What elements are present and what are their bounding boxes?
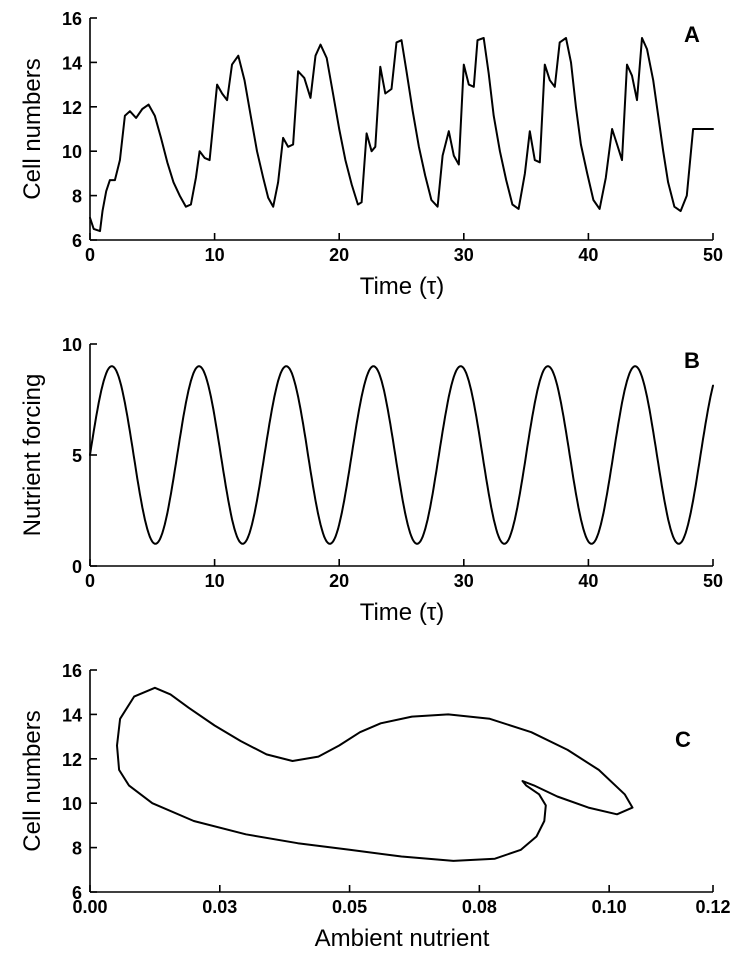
panel-c: 0.00 0.03 0.05 0.08 0.10 0.12 6 8 10 12 14 16 C Am… — [19, 661, 731, 952]
panel-a-y-ticks: 6 8 10 12 14 16 — [62, 9, 97, 251]
panel-c-y-tick-label: 16 — [62, 661, 82, 681]
panel-c-y-axis-title: Cell numbers — [19, 710, 46, 851]
panel-a-y-tick-label: 12 — [62, 98, 82, 118]
panel-c-x-tick-label: 0.03 — [202, 897, 237, 917]
panel-c-y-tick-label: 12 — [62, 750, 82, 770]
panel-c-y-tick-label: 8 — [72, 839, 82, 859]
panel-b-y-tick-label: 5 — [72, 446, 82, 466]
panel-a-x-tick-label: 40 — [578, 245, 598, 265]
panel-b-axes — [89, 344, 713, 567]
panel-b-x-tick-label: 50 — [703, 571, 723, 591]
panel-a-series-line — [89, 37, 714, 233]
panel-b-y-tick-label: 10 — [62, 335, 82, 355]
panel-c-x-ticks: 0.00 0.03 0.05 0.08 0.10 0.12 — [72, 885, 731, 917]
panel-c-x-tick-label: 0.10 — [592, 897, 627, 917]
panel-b-y-tick-label: 0 — [72, 557, 82, 577]
panel-a-x-axis-title: Time (τ) — [360, 273, 445, 300]
panel-a-y-tick-label: 10 — [62, 142, 82, 162]
panel-b-y-ticks: 0 5 10 — [62, 335, 97, 577]
panel-c-y-tick-label: 14 — [62, 705, 82, 725]
panel-a-y-tick-label: 6 — [72, 231, 82, 251]
panel-b-letter: B — [684, 348, 700, 373]
panel-a-axes — [89, 18, 713, 241]
panel-c-y-ticks: 6 8 10 12 14 16 — [62, 661, 97, 903]
panel-c-x-tick-label: 0.00 — [72, 897, 107, 917]
panel-a-y-tick-label: 8 — [72, 187, 82, 207]
panel-b-x-axis-title: Time (τ) — [360, 599, 445, 626]
panel-c-y-tick-label: 6 — [72, 883, 82, 903]
panel-c-series-line — [116, 686, 634, 862]
panel-a-x-tick-label: 50 — [703, 245, 723, 265]
panel-b: 0 10 20 30 40 50 0 5 10 B Time (τ) Nutrient for… — [19, 335, 723, 626]
panel-a-x-ticks: 0 10 20 30 40 50 — [85, 233, 723, 265]
panel-b-x-tick-label: 0 — [85, 571, 95, 591]
panel-a-y-axis-title: Cell numbers — [19, 58, 46, 199]
panel-b-series-line — [89, 365, 714, 545]
panel-c-x-tick-label: 0.08 — [462, 897, 497, 917]
panel-a-x-tick-label: 20 — [329, 245, 349, 265]
panel-a-y-tick-label: 16 — [62, 9, 82, 29]
panel-a-x-tick-label: 0 — [85, 245, 95, 265]
panel-b-y-axis-title: Nutrient forcing — [19, 374, 46, 537]
panel-a-x-tick-label: 10 — [205, 245, 225, 265]
panel-c-x-axis-title: Ambient nutrient — [315, 925, 490, 952]
panel-a-y-tick-label: 14 — [62, 53, 82, 73]
panel-c-letter: C — [675, 727, 691, 752]
panel-c-x-tick-label: 0.05 — [332, 897, 367, 917]
panel-b-x-tick-label: 20 — [329, 571, 349, 591]
panel-a: 0 10 20 30 40 50 6 8 10 12 14 16 A Time (τ) Cell n… — [19, 9, 723, 300]
panel-b-x-ticks: 0 10 20 30 40 50 — [85, 559, 723, 591]
panel-a-letter: A — [684, 22, 700, 47]
panel-c-y-tick-label: 10 — [62, 794, 82, 814]
panel-a-x-tick-label: 30 — [454, 245, 474, 265]
panel-c-x-tick-label: 0.12 — [695, 897, 730, 917]
panel-b-x-tick-label: 10 — [205, 571, 225, 591]
panel-b-x-tick-label: 30 — [454, 571, 474, 591]
panel-b-x-tick-label: 40 — [578, 571, 598, 591]
